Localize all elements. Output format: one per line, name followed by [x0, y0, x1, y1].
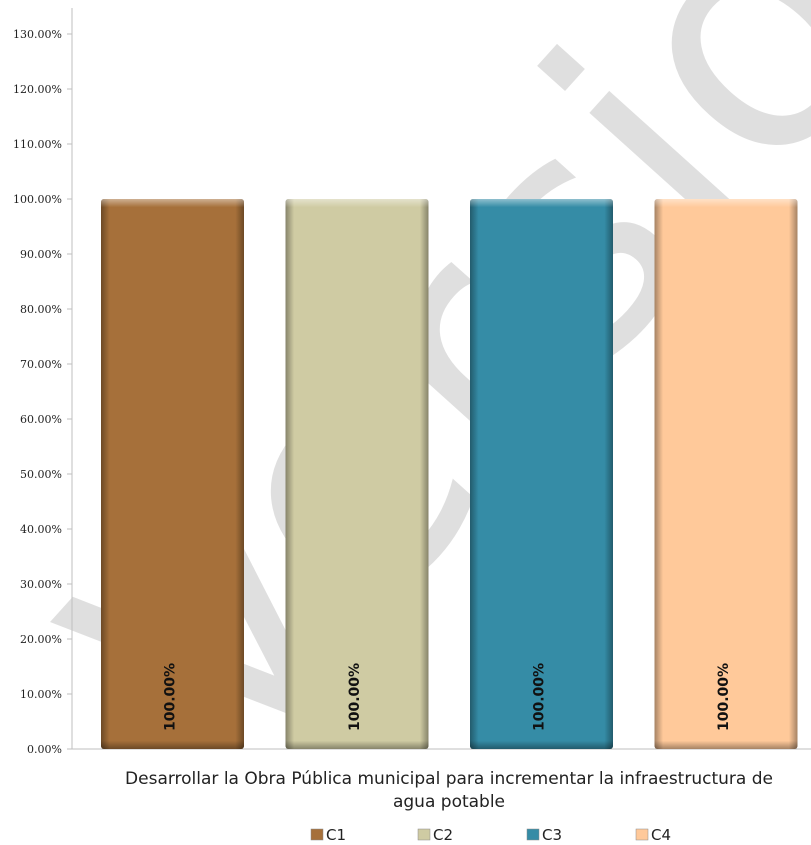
bar-c4 [654, 199, 798, 749]
bar-c3 [470, 199, 613, 749]
category-label: Desarrollar la Obra Pública municipal pa… [125, 769, 773, 812]
data-label-c2: 100.00% [347, 663, 363, 731]
y-tick-label: 20.00% [20, 633, 62, 646]
y-tick-label: 30.00% [20, 578, 62, 591]
y-tick-label: 110.00% [13, 138, 62, 151]
y-tick-label: 120.00% [13, 83, 62, 96]
y-tick-label: 50.00% [20, 468, 62, 481]
legend-swatch-c1 [310, 828, 324, 841]
legend-label-c1: C1 [326, 826, 346, 844]
y-tick-label: 100.00% [13, 193, 62, 206]
legend-label-c4: C4 [651, 826, 671, 844]
data-label-c1: 100.00% [163, 663, 179, 731]
legend-label-c2: C2 [433, 826, 453, 844]
y-tick-label: 60.00% [20, 413, 62, 426]
legend-item-c2: C2 [417, 826, 453, 844]
y-tick-label: 130.00% [13, 28, 62, 41]
bar-c1 [101, 199, 244, 749]
legend: C1 C2 C3 C4 [310, 826, 671, 844]
bar-c4-bevel-top [654, 199, 798, 749]
data-labels: 100.00% 100.00% 100.00% 100.00% [163, 663, 733, 731]
legend-label-c3: C3 [542, 826, 562, 844]
legend-item-c4: C4 [635, 826, 671, 844]
legend-swatch-c3 [526, 828, 540, 841]
data-label-c3: 100.00% [532, 663, 548, 731]
legend-item-c1: C1 [310, 826, 346, 844]
bar-c2 [285, 199, 429, 749]
bar-c1-bevel-top [101, 199, 244, 749]
y-tick-label: 0.00% [27, 743, 62, 756]
legend-item-c3: C3 [526, 826, 562, 844]
category-label-line-1: Desarrollar la Obra Pública municipal pa… [125, 769, 773, 789]
bar-c3-bevel-top [470, 199, 613, 749]
bar-c2-bevel-top [285, 199, 429, 749]
category-label-line-2: agua potable [393, 792, 505, 812]
y-tick-label: 80.00% [20, 303, 62, 316]
y-tick-label: 70.00% [20, 358, 62, 371]
data-label-c4: 100.00% [716, 663, 732, 731]
bars [101, 199, 798, 749]
legend-swatch-c4 [635, 828, 649, 841]
y-axis-ticks: 0.00% 10.00% 20.00% 30.00% 40.00% 50.00% 60.00… [13, 28, 72, 756]
legend-swatch-c2 [417, 828, 431, 841]
y-tick-label: 10.00% [20, 688, 62, 701]
y-tick-label: 90.00% [20, 248, 62, 261]
y-tick-label: 40.00% [20, 523, 62, 536]
